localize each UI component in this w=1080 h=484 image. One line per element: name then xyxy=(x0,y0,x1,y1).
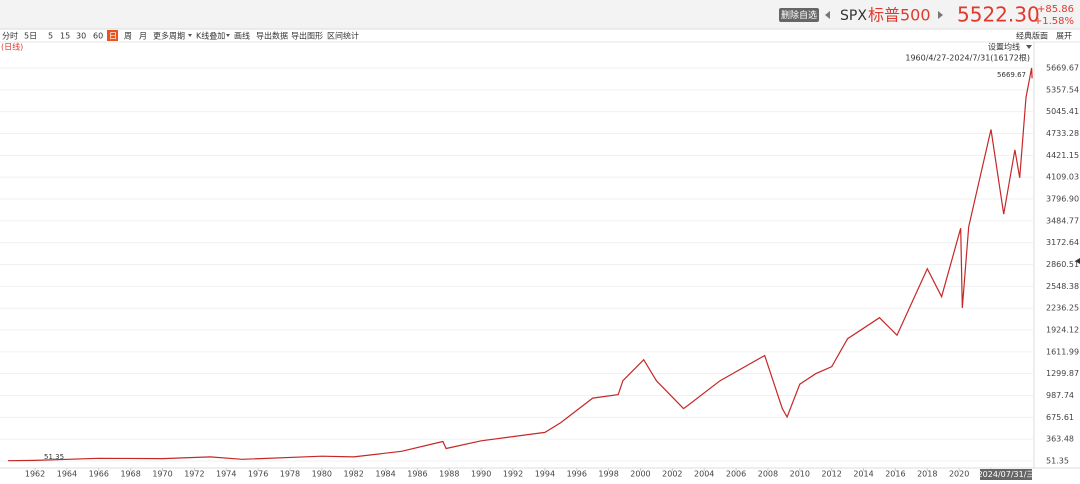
x-tick-label: 1968 xyxy=(120,470,140,479)
y-tick-label: 987.74 xyxy=(1046,391,1074,400)
dropdown-icon[interactable] xyxy=(226,34,230,37)
toolbar-item[interactable]: 15 xyxy=(60,32,70,41)
toolbar-item[interactable]: K线叠加 xyxy=(196,31,225,41)
toolbar-item[interactable]: 更多周期 xyxy=(153,31,185,41)
x-tick-label: 2012 xyxy=(821,470,841,479)
toolbar-active xyxy=(107,30,118,41)
cursor-label: 2024/07/31/三 xyxy=(978,470,1035,479)
x-tick-label: 2014 xyxy=(853,470,873,479)
x-tick-label: 1996 xyxy=(567,470,587,479)
dropdown-icon[interactable] xyxy=(1026,45,1032,49)
price: 5522.30 xyxy=(957,3,1040,27)
y-tick-label: 3484.77 xyxy=(1046,216,1079,225)
x-tick-label: 1982 xyxy=(344,470,364,479)
price-line xyxy=(7,67,1033,462)
min-label: 51.35 xyxy=(44,453,64,461)
toolbar-right[interactable]: 经典版面 xyxy=(1016,31,1048,41)
x-tick-label: 2008 xyxy=(758,470,778,479)
cursor-box xyxy=(980,469,1032,480)
x-tick-label: 1966 xyxy=(89,470,109,479)
toolbar-item[interactable]: 区间统计 xyxy=(327,31,359,41)
toolbar-item[interactable]: 30 xyxy=(76,32,86,41)
x-tick-label: 1970 xyxy=(152,470,172,479)
y-tick-label: 5669.67 xyxy=(1046,63,1079,72)
y-tick-label: 363.48 xyxy=(1046,435,1074,444)
y-tick-label: 675.61 xyxy=(1046,413,1074,422)
x-tick-label: 1976 xyxy=(248,470,268,479)
toolbar-item[interactable]: 画线 xyxy=(234,31,250,41)
y-tick-label: 4109.03 xyxy=(1046,173,1079,182)
x-tick-label: 2020 xyxy=(949,470,969,479)
stock-name: 标普500 xyxy=(868,6,931,25)
x-tick-label: 2006 xyxy=(726,470,746,479)
period-label: (日线) xyxy=(1,42,23,52)
header-bar xyxy=(0,0,1080,29)
y-tick-label: 2860.51 xyxy=(1046,260,1079,269)
x-tick-label: 2016 xyxy=(885,470,905,479)
toolbar-item[interactable]: 分时 xyxy=(2,31,18,41)
y-tick-label: 1299.87 xyxy=(1046,369,1079,378)
ma-setting[interactable]: 设置均线 xyxy=(988,42,1020,52)
x-tick-label: 2002 xyxy=(662,470,682,479)
y-tick-label: 4421.15 xyxy=(1046,151,1079,160)
y-tick-label: 3796.90 xyxy=(1046,194,1079,203)
toolbar-item[interactable]: 5日 xyxy=(24,32,37,41)
y-tick-label: 2548.38 xyxy=(1046,282,1079,291)
toolbar-item[interactable]: 日 xyxy=(109,32,117,41)
x-tick-label: 1992 xyxy=(503,470,523,479)
next-icon[interactable] xyxy=(938,11,943,19)
y-tick-label: 1611.99 xyxy=(1046,347,1079,356)
y-tick-label: 3172.64 xyxy=(1046,238,1079,247)
x-tick-label: 1964 xyxy=(57,470,77,479)
x-tick-label: 1972 xyxy=(184,470,204,479)
toolbar-right[interactable]: 展开 xyxy=(1056,32,1072,41)
toolbar-item[interactable]: 月 xyxy=(139,32,147,41)
toolbar-item[interactable]: 导出数据 xyxy=(256,31,288,41)
dropdown-icon[interactable] xyxy=(188,34,192,37)
x-tick-label: 1980 xyxy=(312,470,332,479)
x-tick-label: 1974 xyxy=(216,470,236,479)
y-tick-label: 1924.12 xyxy=(1046,326,1079,335)
x-tick-label: 2004 xyxy=(694,470,714,479)
y-tick-label: 51.35 xyxy=(1046,457,1069,466)
x-tick-label: 1998 xyxy=(598,470,618,479)
x-tick-label: 1990 xyxy=(471,470,491,479)
y-tick-label: 5045.41 xyxy=(1046,107,1079,116)
x-tick-label: 2010 xyxy=(790,470,810,479)
remove-button-label[interactable]: 删除自选 xyxy=(781,9,817,21)
toolbar-item[interactable]: 5 xyxy=(48,32,53,41)
x-tick-label: 2018 xyxy=(917,470,937,479)
y-tick-label: 2236.25 xyxy=(1046,304,1079,313)
x-tick-label: 1978 xyxy=(280,470,300,479)
toolbar-item[interactable]: 周 xyxy=(124,32,132,41)
x-tick-label: 1962 xyxy=(25,470,45,479)
x-tick-label: 1986 xyxy=(407,470,427,479)
y-tick-label: 4733.28 xyxy=(1046,129,1079,138)
change-pct: +1.58% xyxy=(1034,16,1074,27)
range-label: 1960/4/27-2024/7/31(16172根) xyxy=(905,53,1030,63)
x-tick-label: 1994 xyxy=(535,470,555,479)
remove-button[interactable] xyxy=(779,8,819,22)
max-label: 5669.67 xyxy=(997,71,1026,79)
toolbar-item[interactable]: 60 xyxy=(93,32,103,41)
toolbar-item[interactable]: 导出图形 xyxy=(291,31,323,41)
change: +85.86 xyxy=(1037,4,1074,15)
x-tick-label: 1988 xyxy=(439,470,459,479)
y-tick-label: 5357.54 xyxy=(1046,85,1079,94)
symbol: SPX xyxy=(840,8,867,24)
x-tick-label: 1984 xyxy=(375,470,395,479)
x-tick-label: 2000 xyxy=(630,470,650,479)
collapse-handle[interactable] xyxy=(1075,258,1080,264)
prev-icon[interactable] xyxy=(825,11,830,19)
